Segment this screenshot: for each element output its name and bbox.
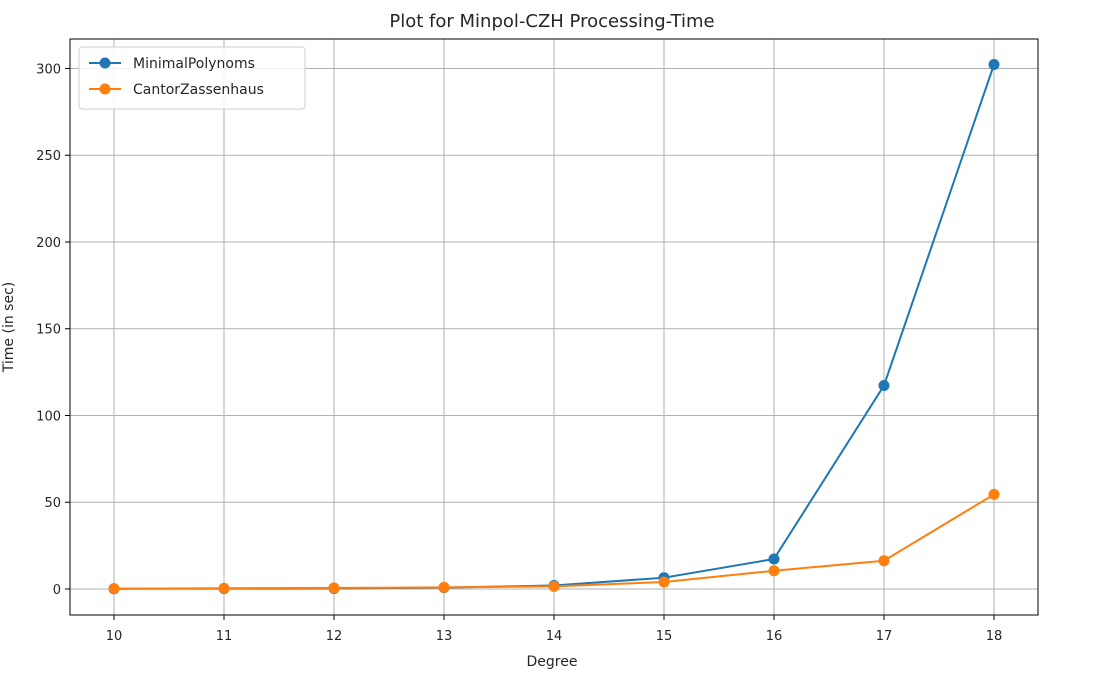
legend-label: MinimalPolynoms	[133, 56, 255, 72]
x-tick-label: 13	[436, 629, 453, 644]
x-tick-label: 16	[766, 629, 783, 644]
legend-entry: MinimalPolynoms	[89, 56, 255, 72]
axes: 10 11 12 13 14 15 16 17 18 0 50 100 150 200 250 300	[36, 38, 1039, 644]
legend-label: CantorZassenhaus	[133, 82, 264, 98]
x-tick-label: 12	[326, 629, 343, 644]
data-point	[988, 59, 1000, 71]
chart-title: Plot for Minpol-CZH Processing-Time	[389, 11, 714, 32]
legend-box	[78, 46, 306, 110]
data-point	[328, 582, 340, 594]
data-point	[878, 555, 890, 567]
data-point	[768, 553, 780, 565]
legend-marker	[99, 57, 111, 69]
data-point	[768, 565, 780, 577]
x-tick-label: 17	[876, 629, 893, 644]
data-point	[438, 581, 450, 593]
y-tick-label: 200	[36, 236, 61, 251]
x-tick-label: 18	[986, 629, 1003, 644]
y-tick-label: 0	[53, 583, 61, 598]
y-axis-label: Time (in sec)	[1, 282, 17, 373]
x-tick-label: 14	[546, 629, 563, 644]
series-1	[108, 488, 1000, 595]
data-point	[878, 379, 890, 391]
data-point	[108, 583, 120, 595]
legend-marker	[99, 83, 111, 95]
y-tick-label: 250	[36, 149, 61, 164]
y-tick-label: 50	[44, 496, 61, 511]
x-tick-label: 10	[106, 629, 123, 644]
x-axis-label: Degree	[527, 654, 578, 670]
legend-entry: CantorZassenhaus	[89, 82, 264, 98]
y-tick-label: 300	[36, 62, 61, 77]
data-point	[218, 582, 230, 594]
y-tick-label: 150	[36, 323, 61, 338]
data-point	[658, 576, 670, 588]
grid	[70, 39, 1038, 615]
y-tick-label: 100	[36, 409, 61, 424]
x-tick-label: 11	[216, 629, 233, 644]
data-point	[548, 580, 560, 592]
legend: MinimalPolynoms CantorZassenhaus	[78, 46, 306, 110]
x-tick-label: 15	[656, 629, 673, 644]
data-point	[988, 488, 1000, 500]
plot-frame	[69, 38, 1039, 616]
series-layer	[108, 59, 1000, 595]
